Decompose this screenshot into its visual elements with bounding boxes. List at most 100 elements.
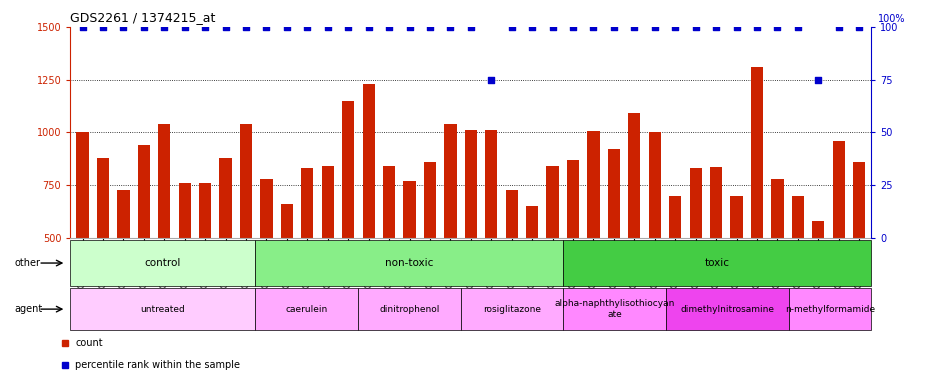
- Bar: [668, 196, 680, 344]
- Bar: [70, 240, 255, 286]
- Point: [687, 24, 702, 30]
- Bar: [665, 288, 788, 330]
- Bar: [485, 130, 497, 344]
- Bar: [587, 131, 599, 344]
- Bar: [219, 158, 231, 344]
- Bar: [461, 288, 563, 330]
- Point: [545, 24, 560, 30]
- Text: GDS2261 / 1374215_at: GDS2261 / 1374215_at: [70, 11, 215, 24]
- Bar: [607, 149, 620, 344]
- Text: n-methylformamide: n-methylformamide: [784, 305, 874, 314]
- Point: [504, 24, 519, 30]
- Bar: [240, 124, 252, 344]
- Bar: [198, 183, 211, 344]
- Bar: [812, 221, 824, 344]
- Text: non-toxic: non-toxic: [385, 258, 433, 268]
- Point: [320, 24, 335, 30]
- Point: [443, 24, 458, 30]
- Point: [75, 24, 90, 30]
- Text: agent: agent: [14, 304, 42, 314]
- Bar: [300, 168, 314, 344]
- Point: [462, 24, 477, 30]
- Bar: [505, 190, 518, 344]
- Point: [197, 24, 212, 30]
- Bar: [689, 168, 701, 344]
- Bar: [358, 288, 461, 330]
- Bar: [117, 190, 129, 344]
- Bar: [403, 181, 416, 344]
- Point: [647, 24, 662, 30]
- Point: [585, 24, 600, 30]
- Bar: [281, 204, 293, 344]
- Point: [95, 24, 110, 30]
- Point: [422, 24, 437, 30]
- Text: dinitrophenol: dinitrophenol: [379, 305, 439, 314]
- Point: [177, 24, 192, 30]
- Text: rosiglitazone: rosiglitazone: [482, 305, 540, 314]
- Bar: [627, 114, 640, 344]
- Point: [851, 24, 866, 30]
- Point: [606, 24, 621, 30]
- Text: alpha-naphthylisothiocyan
ate: alpha-naphthylisothiocyan ate: [554, 300, 674, 319]
- Bar: [70, 288, 255, 330]
- Bar: [709, 167, 722, 344]
- Bar: [179, 183, 191, 344]
- Point: [156, 24, 171, 30]
- Bar: [770, 179, 782, 344]
- Bar: [832, 141, 844, 344]
- Bar: [96, 158, 109, 344]
- Bar: [648, 132, 660, 344]
- Bar: [546, 166, 558, 344]
- Point: [810, 76, 825, 83]
- Text: caerulein: caerulein: [285, 305, 328, 314]
- Point: [728, 24, 743, 30]
- Bar: [750, 67, 762, 344]
- Text: percentile rank within the sample: percentile rank within the sample: [76, 360, 241, 370]
- Bar: [730, 196, 742, 344]
- Point: [789, 24, 804, 30]
- Point: [830, 24, 845, 30]
- Bar: [464, 130, 476, 344]
- Bar: [321, 166, 333, 344]
- Bar: [138, 145, 150, 344]
- Text: control: control: [144, 258, 181, 268]
- Text: untreated: untreated: [140, 305, 185, 314]
- Point: [341, 24, 356, 30]
- Point: [565, 24, 580, 30]
- Point: [708, 24, 723, 30]
- Point: [769, 24, 784, 30]
- Point: [300, 24, 314, 30]
- Bar: [423, 162, 435, 344]
- Bar: [158, 124, 170, 344]
- Text: 100%: 100%: [877, 14, 905, 24]
- Bar: [791, 196, 803, 344]
- Bar: [77, 132, 89, 344]
- Text: other: other: [14, 258, 40, 268]
- Bar: [260, 179, 272, 344]
- Text: dimethylnitrosamine: dimethylnitrosamine: [680, 305, 774, 314]
- Point: [258, 24, 273, 30]
- Point: [626, 24, 641, 30]
- Point: [279, 24, 294, 30]
- Bar: [525, 207, 537, 344]
- Point: [483, 76, 498, 83]
- Point: [749, 24, 764, 30]
- Bar: [444, 124, 456, 344]
- Point: [239, 24, 254, 30]
- Bar: [566, 160, 578, 344]
- Bar: [342, 101, 354, 344]
- Bar: [383, 166, 395, 344]
- Point: [360, 24, 375, 30]
- Bar: [255, 240, 563, 286]
- Text: toxic: toxic: [704, 258, 729, 268]
- Bar: [788, 288, 870, 330]
- Point: [218, 24, 233, 30]
- Point: [524, 24, 539, 30]
- Bar: [255, 288, 358, 330]
- Bar: [362, 84, 374, 344]
- Point: [402, 24, 417, 30]
- Point: [116, 24, 131, 30]
- Point: [137, 24, 152, 30]
- Text: count: count: [76, 338, 103, 348]
- Point: [667, 24, 682, 30]
